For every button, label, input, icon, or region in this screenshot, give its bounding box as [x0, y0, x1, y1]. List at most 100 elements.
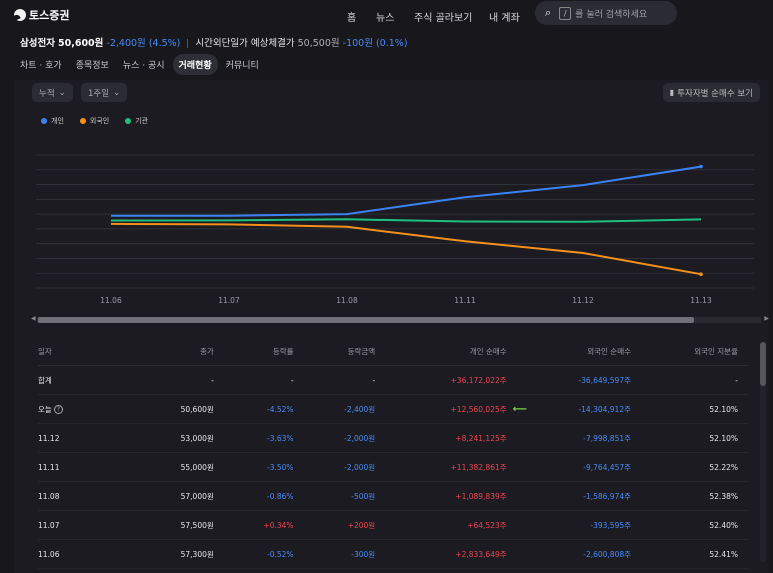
data-point: [699, 164, 703, 169]
nav-home[interactable]: 홈: [347, 13, 357, 24]
table-cell-share: -: [641, 365, 748, 395]
search-placeholder: 를 눌러 검색하세요: [575, 9, 648, 20]
arrow-left-icon: ⟵: [512, 403, 527, 415]
table-cell-amount: -: [303, 365, 386, 395]
legend-item: 기관: [125, 116, 148, 126]
table-cell-foreign: -14,304,912주: [516, 394, 642, 424]
table-cell-close: 50,600원: [138, 394, 224, 424]
table-cell-individual: +8,241,125주: [385, 423, 517, 453]
table-cell-rate: -0.86%: [223, 481, 304, 511]
table-row: 11.06 57,300원 -0.52% -300원 +2,833,649주 -2,600…: [38, 539, 748, 569]
table-cell-individual: +36,172,022주: [385, 365, 517, 395]
data-point: [699, 272, 703, 276]
chevron-down-icon: ⌄: [113, 87, 121, 98]
table-cell-share: 52.10%: [641, 423, 748, 453]
mode-dropdown[interactable]: 누적 ⌄: [32, 83, 73, 102]
tab-community[interactable]: 커뮤니티: [225, 61, 259, 71]
series-line-1: [110, 222, 702, 276]
table-scroll-track[interactable]: [760, 342, 766, 562]
tab-stock-info[interactable]: 종목정보: [75, 61, 109, 71]
table-cell-individual: +12,560,025주 ⟵: [385, 394, 527, 424]
scrollbar-thumb[interactable]: [38, 317, 694, 323]
period-dropdown[interactable]: 1주일 ⌄: [81, 83, 128, 102]
nav-my-account[interactable]: 내 계좌: [489, 13, 520, 24]
table-row: 오늘? 50,600원 -4.52% -2,400원 +12,560,025주 ⟵ -14,…: [38, 394, 748, 424]
table-cell-foreign: -393,595주: [516, 510, 642, 540]
table-cell-amount: -500원: [303, 481, 386, 511]
logo[interactable]: 토스증권: [14, 7, 69, 23]
legend-label: 외국인: [89, 117, 110, 125]
search-icon: ⌕: [545, 6, 552, 19]
table-cell-foreign: -2,600,808주: [516, 539, 642, 569]
table-cell-rate: -3.63%: [223, 423, 304, 453]
table-body: 합계 - - - +36,172,022주 -36,649,597주 - 오늘? 50,600원…: [38, 365, 748, 569]
table-cell-date: 오늘?: [38, 394, 138, 424]
table-cell-close: 53,000원: [138, 423, 224, 453]
legend-dot-icon: [41, 118, 47, 124]
scroll-left-icon[interactable]: ◀: [31, 315, 36, 322]
table-cell-share: 52.10%: [641, 394, 748, 424]
table-row: 11.12 53,000원 -3.63% -2,000원 +8,241,125주 -7,9…: [38, 423, 748, 453]
info-icon[interactable]: ?: [53, 405, 63, 414]
period-value: 1주일: [88, 88, 110, 99]
column-header: 종가: [138, 337, 224, 366]
chart-legend: 개인 외국인 기관: [41, 116, 148, 126]
legend-label: 개인: [51, 117, 64, 125]
table-cell-foreign: -36,649,597주: [516, 365, 642, 395]
table-scrollbar-thumb[interactable]: [760, 342, 766, 386]
table-cell-amount: -2,400원: [303, 394, 386, 424]
table-cell-share: 52.38%: [641, 481, 748, 511]
mode-value: 누적: [39, 88, 55, 99]
table-cell-amount: +200원: [303, 510, 386, 540]
legend-dot-icon: [125, 118, 132, 124]
x-tick-label: 11.07: [218, 296, 240, 305]
tab-chart-quote[interactable]: 차트 · 호가: [20, 61, 62, 71]
table-cell-rate: -: [223, 365, 304, 395]
bar-chart-icon: ▮: [669, 88, 675, 97]
legend-item: 외국인: [79, 116, 110, 126]
legend-label: 기관: [135, 117, 149, 125]
investor-line-chart: 11.06 11.07 11.08 11.11 11.12 11.13: [36, 154, 754, 305]
table-cell-date: 11.07: [38, 510, 138, 540]
investor-net-buy-button[interactable]: ▮ 투자자별 순매수 보기: [662, 83, 760, 102]
series-line-2: [110, 218, 702, 223]
tab-news-disclosure[interactable]: 뉴스 · 공시: [122, 61, 165, 71]
table-cell-rate: -0.52%: [223, 539, 304, 569]
table-cell-share: 52.40%: [641, 510, 748, 540]
table-cell-amount: -2,000원: [303, 423, 386, 453]
stock-price: 50,600원: [58, 38, 104, 49]
stock-tabs: 차트 · 호가 종목정보 뉴스 · 공시 거래현황 커뮤니티: [14, 54, 265, 75]
series-line-0: [110, 165, 702, 217]
trading-table: 일자 종가 등락률 등락금액 개인 순매수 외국인 순매수 외국인 지분율 합계 - - - +36…: [38, 337, 748, 569]
x-tick-label: 11.06: [100, 296, 122, 305]
table-cell-amount: -300원: [303, 539, 386, 569]
column-header: 외국인 순매수: [516, 337, 642, 366]
x-tick-label: 11.08: [336, 296, 358, 305]
scroll-right-icon[interactable]: ▶: [764, 315, 769, 322]
chart-scrollbar[interactable]: ◀ ▶: [31, 315, 769, 323]
afterhours-label: 시간외단일가 예상체결가: [195, 38, 295, 49]
table-row: 11.11 55,000원 -3.50% -2,000원 +11,382,861주 -9,…: [38, 452, 748, 482]
tab-trading-status[interactable]: 거래현황: [172, 54, 218, 75]
table-cell-foreign: -1,586,974주: [516, 481, 642, 511]
table-cell-close: 57,000원: [138, 481, 224, 511]
search-input[interactable]: ⌕ / 를 눌러 검색하세요: [535, 1, 677, 25]
afterhours-price: 50,500원: [297, 38, 340, 49]
x-tick-label: 11.12: [572, 296, 594, 305]
table-cell-date: 11.06: [38, 539, 138, 569]
table-cell-foreign: -7,998,851주: [516, 423, 642, 453]
table-header-row: 일자 종가 등락률 등락금액 개인 순매수 외국인 순매수 외국인 지분율: [38, 337, 748, 366]
nav-stock-screener[interactable]: 주식 골라보기: [414, 13, 473, 24]
divider: [187, 39, 189, 48]
nav-news[interactable]: 뉴스: [376, 13, 395, 24]
table-cell-individual: +1,089,839주: [385, 481, 517, 511]
toss-logo-icon: [14, 9, 26, 21]
table-cell-close: -: [138, 365, 224, 395]
column-header: 개인 순매수: [385, 337, 517, 366]
table-cell-individual: +11,382,861주: [385, 452, 517, 482]
table-row: 합계 - - - +36,172,022주 -36,649,597주 -: [38, 365, 748, 395]
table-cell-share: 52.22%: [641, 452, 748, 482]
table-cell-rate: -4.52%: [223, 394, 304, 424]
table-cell-date: 11.11: [38, 452, 138, 482]
x-tick-label: 11.13: [690, 296, 712, 305]
